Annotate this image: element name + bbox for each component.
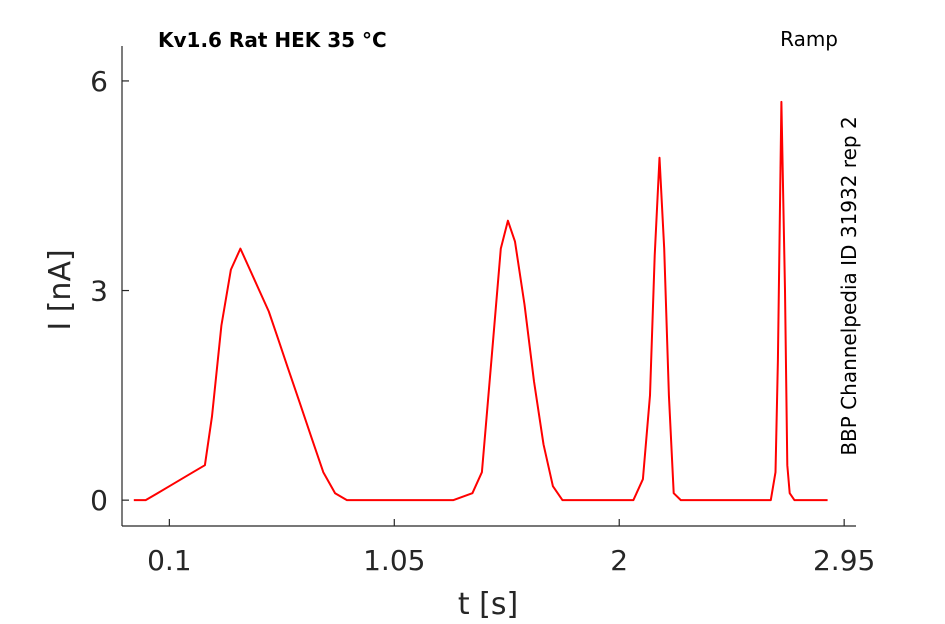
current-trace-line <box>133 100 828 502</box>
y-tick-label: 0 <box>90 484 108 517</box>
y-ticks: 0 3 6 <box>90 65 129 517</box>
y-tick-label: 6 <box>90 65 108 98</box>
source-note: BBP Channelpedia ID 31932 rep 2 <box>837 116 861 455</box>
x-tick-label: 2 <box>610 544 628 577</box>
y-tick-label: 3 <box>90 275 108 308</box>
chart-subtitle: Ramp <box>780 27 838 51</box>
x-tick-label: 0.1 <box>147 544 192 577</box>
x-tick-label: 2.95 <box>813 544 875 577</box>
y-axis-label: I [nA] <box>43 249 78 330</box>
x-axis-label: t [s] <box>458 587 518 622</box>
x-ticks: 0.1 1.05 2 2.95 <box>147 519 875 577</box>
chart-title: Kv1.6 Rat HEK 35 °C <box>158 28 387 52</box>
plot-area <box>133 100 828 502</box>
x-tick-label: 1.05 <box>363 544 425 577</box>
